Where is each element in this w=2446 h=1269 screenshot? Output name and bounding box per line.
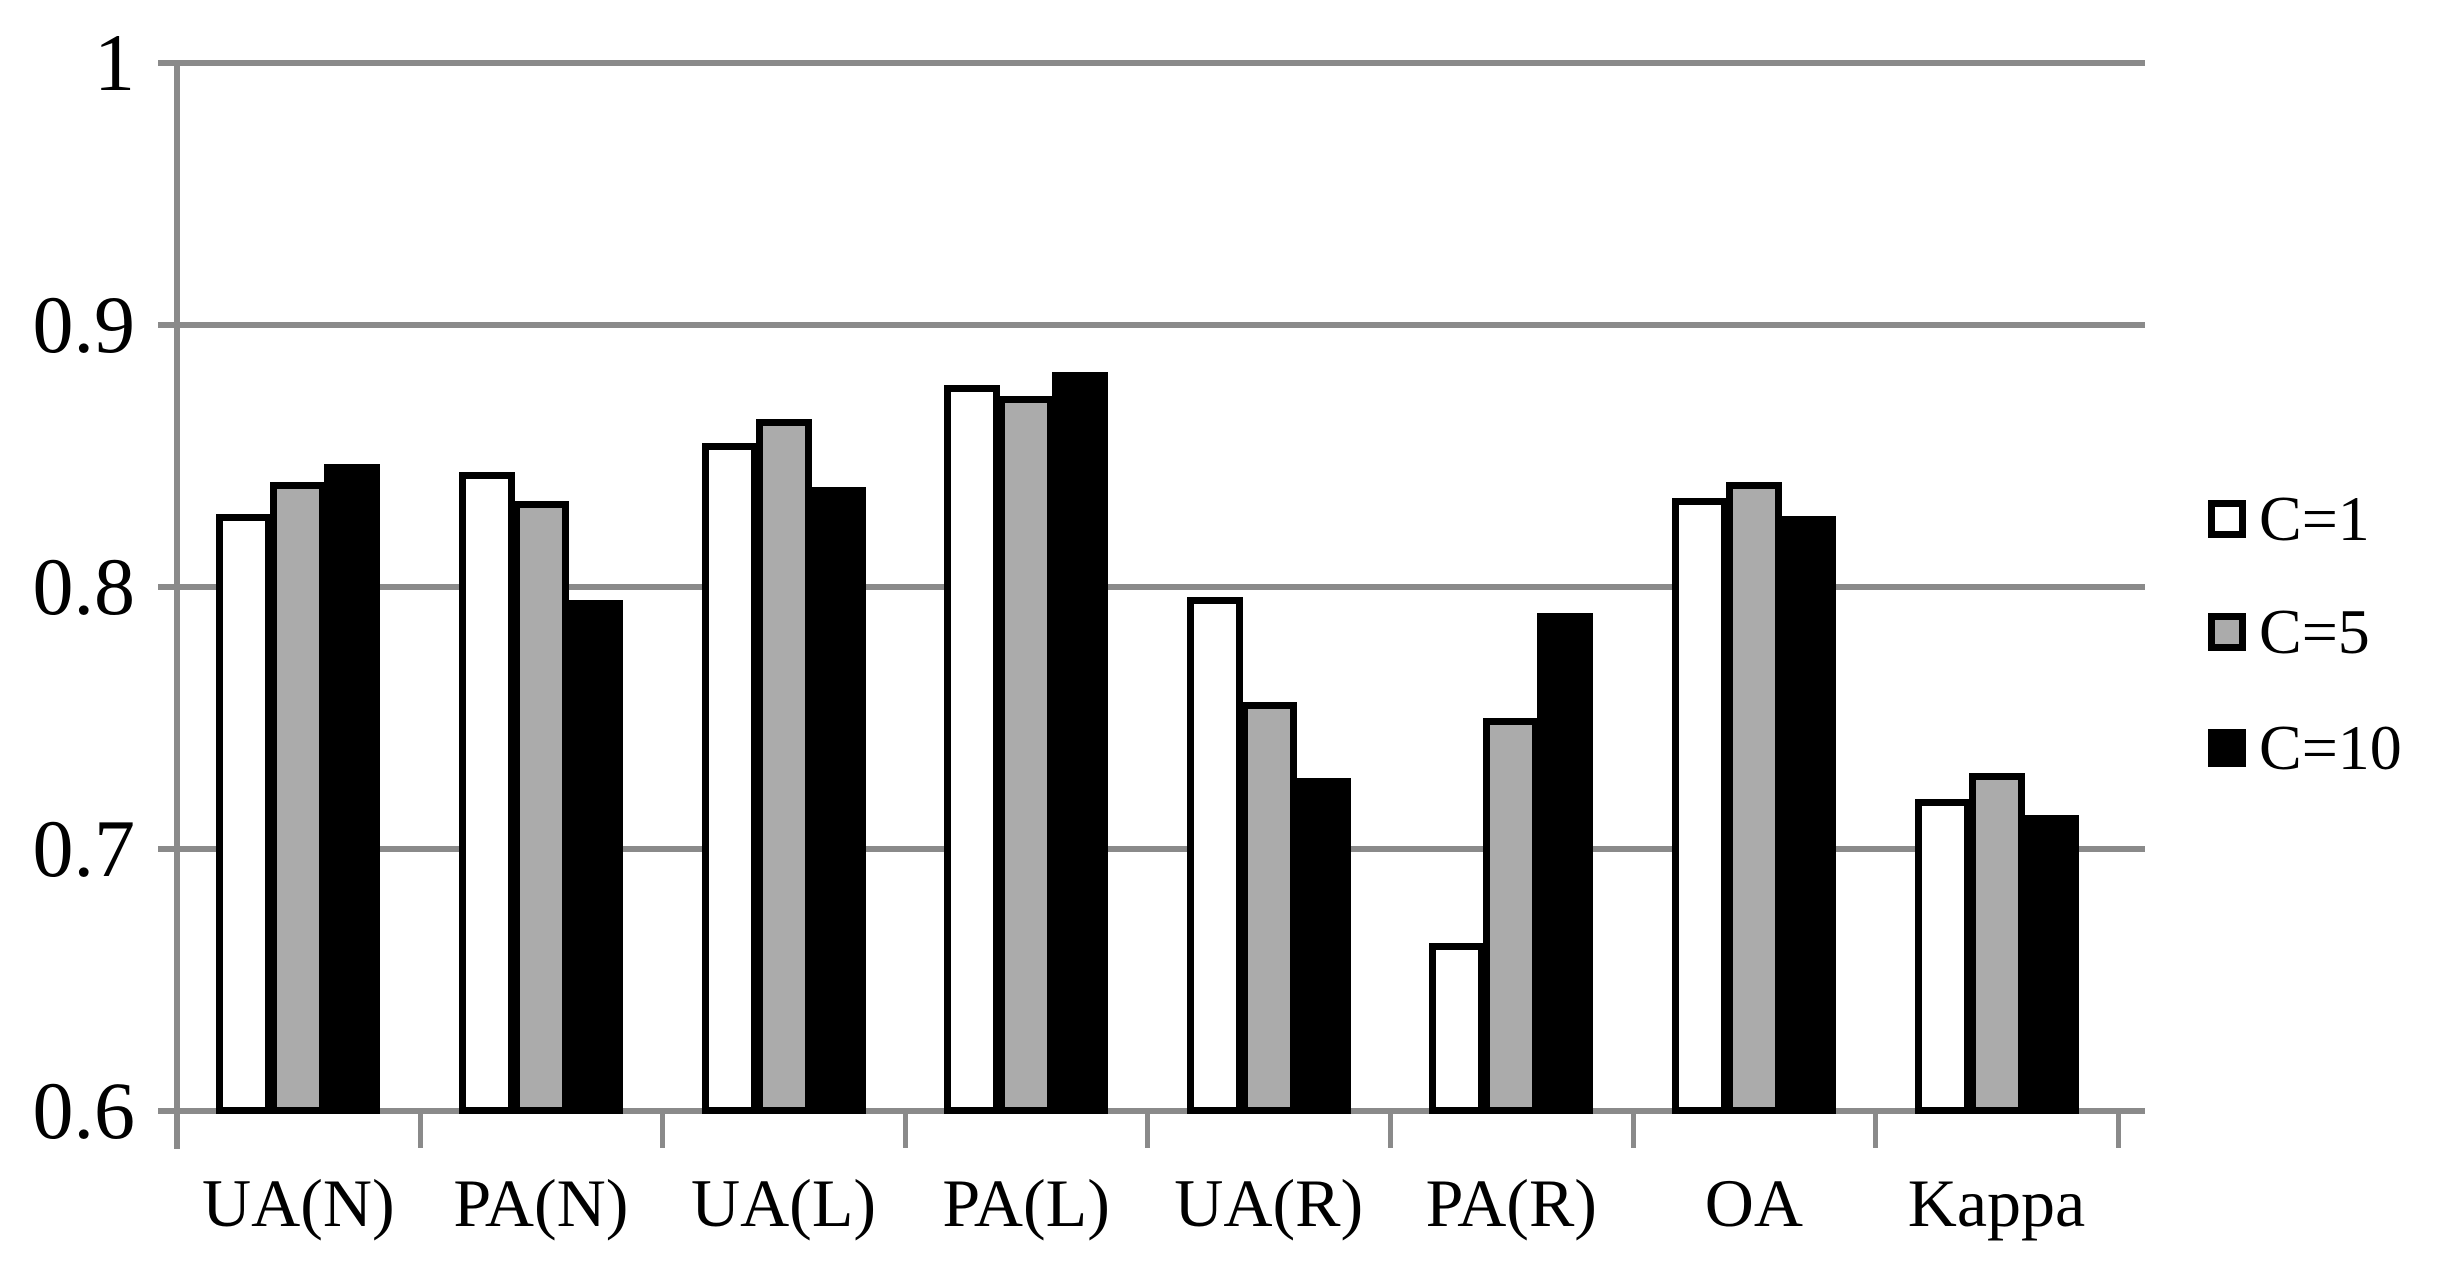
legend-label-c10: C=10	[2259, 712, 2402, 783]
bar-ua-r-c-5	[1240, 702, 1297, 1114]
x-category-label-pa-n: PA(N)	[453, 1165, 629, 1241]
y-tick-label-0-6: 0.6	[32, 1065, 136, 1156]
bar-pa-l-c-10	[1052, 372, 1109, 1114]
gridline-0-9	[158, 322, 2145, 328]
x-axis-tick	[1145, 1111, 1151, 1148]
bar-kappa-c-5	[1968, 773, 2025, 1114]
legend-entry-c1: C=1	[2208, 483, 2370, 554]
legend-label-c5: C=5	[2259, 596, 2370, 667]
bar-pa-n-c-1	[458, 471, 515, 1114]
y-tick-label-0-9: 0.9	[32, 279, 136, 370]
bar-pa-n-c-5	[512, 500, 569, 1114]
bar-ua-r-c-10	[1294, 778, 1351, 1114]
legend-label-c1: C=1	[2259, 483, 2370, 554]
y-tick-label-1: 1	[94, 17, 135, 108]
x-axis-tick	[2115, 1111, 2121, 1148]
bar-oa-c-1	[1671, 497, 1728, 1114]
bar-ua-l-c-10	[809, 487, 866, 1114]
x-category-label-ua-r: UA(R)	[1174, 1165, 1364, 1241]
x-axis-tick	[175, 1111, 180, 1148]
bar-kappa-c-1	[1914, 799, 1971, 1114]
bar-ua-n-c-1	[216, 513, 273, 1114]
bar-ua-l-c-5	[755, 419, 812, 1114]
bar-ua-n-c-10	[324, 463, 381, 1114]
bar-ua-n-c-5	[270, 482, 327, 1114]
bar-pa-l-c-5	[998, 395, 1055, 1114]
legend-entry-c5: C=5	[2208, 596, 2370, 667]
legend-swatch-c5-icon	[2208, 613, 2246, 651]
gridline-0-8	[158, 584, 2145, 590]
bar-oa-c-10	[1779, 516, 1836, 1114]
y-axis-line	[174, 63, 180, 1149]
bar-pa-n-c-10	[566, 600, 623, 1114]
bar-ua-l-c-1	[701, 442, 758, 1114]
gridline-0-6	[158, 1108, 2145, 1114]
x-axis-tick	[1388, 1111, 1393, 1148]
x-axis-tick	[902, 1111, 908, 1148]
bar-pa-r-c-1	[1429, 943, 1486, 1114]
bar-oa-c-5	[1725, 482, 1782, 1114]
x-category-label-ua-n: UA(N)	[201, 1165, 395, 1241]
x-category-label-oa: OA	[1704, 1165, 1803, 1241]
x-category-label-kappa: Kappa	[1907, 1165, 2086, 1241]
legend: C=1 C=5 C=10	[2208, 0, 2446, 1269]
legend-swatch-c1-icon	[2208, 500, 2246, 538]
x-category-label-ua-l: UA(L)	[690, 1165, 877, 1241]
y-tick-label-0-8: 0.8	[32, 541, 136, 632]
y-tick-label-0-7: 0.7	[32, 803, 136, 894]
x-axis-tick	[660, 1111, 666, 1148]
gridline-0-7	[158, 846, 2145, 852]
legend-entry-c10: C=10	[2208, 712, 2402, 783]
gridline-1	[158, 60, 2145, 66]
legend-swatch-c10-icon	[2208, 729, 2246, 767]
bar-pa-r-c-5	[1483, 718, 1540, 1114]
x-axis-tick	[417, 1111, 423, 1148]
x-category-label-pa-r: PA(R)	[1425, 1165, 1597, 1241]
x-axis-tick	[1630, 1111, 1636, 1148]
bar-ua-r-c-1	[1186, 597, 1243, 1114]
bar-pa-r-c-10	[1537, 613, 1594, 1114]
bar-kappa-c-10	[2022, 814, 2079, 1114]
x-category-label-pa-l: PA(L)	[942, 1165, 1110, 1241]
bar-pa-l-c-1	[944, 385, 1001, 1114]
x-axis-tick	[1873, 1111, 1879, 1148]
